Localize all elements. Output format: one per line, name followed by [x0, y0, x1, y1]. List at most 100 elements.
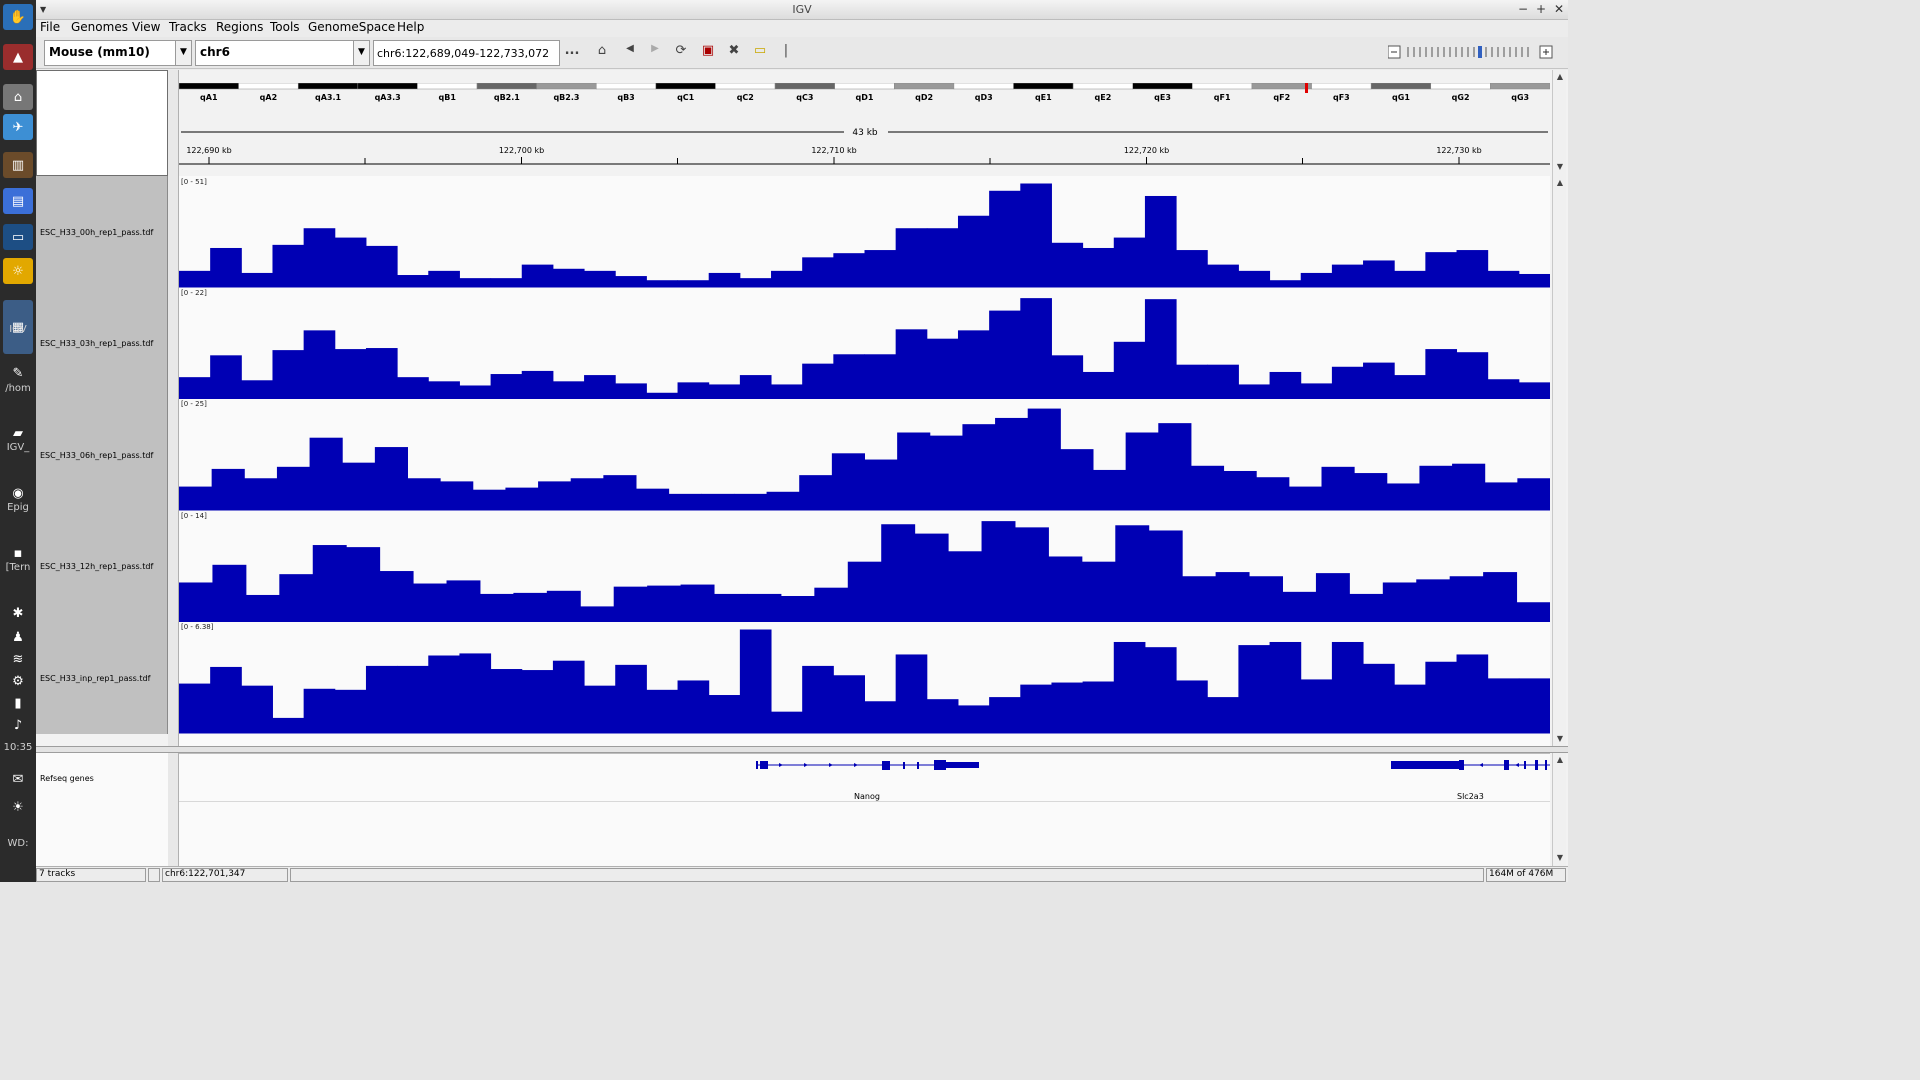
genome-dropdown[interactable]: Mouse (mm10) ▼ — [44, 40, 192, 66]
ideogram-band[interactable] — [417, 83, 478, 90]
chevron-down-icon[interactable]: ▼ — [175, 41, 191, 65]
ideogram-band[interactable] — [1311, 83, 1372, 90]
screen-icon[interactable]: ▭ — [3, 224, 33, 250]
menu-file[interactable]: File — [40, 20, 61, 34]
menu-genomes[interactable]: Genomes — [71, 20, 128, 34]
bluetooth-icon[interactable]: ✱ — [12, 605, 24, 621]
signal-bar — [1223, 470, 1257, 511]
signal-bar — [1048, 556, 1083, 622]
menu-view[interactable]: View — [132, 20, 161, 34]
zoom-slider[interactable] — [1388, 44, 1556, 62]
track-name[interactable]: ESC_H33_06h_rep1_pass.tdf — [40, 451, 154, 460]
gene-label-slc2a3[interactable]: Slc2a3 — [1457, 792, 1484, 801]
ideogram-band[interactable] — [1132, 83, 1193, 90]
close-icon[interactable]: ✕ — [1554, 2, 1565, 16]
editor-icon[interactable]: ✎ — [12, 365, 24, 381]
menu-genomespace[interactable]: GenomeSpace — [308, 20, 396, 34]
ideogram-band[interactable] — [1251, 83, 1312, 90]
ideogram-band[interactable] — [1013, 83, 1074, 90]
ideogram-band[interactable] — [1430, 83, 1491, 90]
weather-icon[interactable]: ☀ — [12, 799, 24, 815]
home-icon[interactable]: ⌂ — [3, 84, 33, 110]
data-scrollbar[interactable]: ▲ ▼ — [1552, 176, 1566, 746]
roi-icon[interactable]: | — [783, 43, 789, 58]
ideogram-band[interactable] — [596, 83, 657, 90]
ideogram-band[interactable] — [1072, 83, 1133, 90]
name-panel-divider[interactable] — [168, 70, 179, 866]
ideogram-band[interactable] — [1192, 83, 1253, 90]
scroll-up-icon[interactable]: ▲ — [1556, 755, 1564, 764]
ideogram-band[interactable] — [715, 83, 776, 90]
menu-regions[interactable]: Regions — [216, 20, 264, 34]
resize-icon[interactable]: ✖ — [728, 43, 740, 58]
ideogram-band[interactable] — [297, 83, 359, 90]
feature-track-name[interactable]: Refseq genes — [40, 774, 94, 783]
wifi-icon[interactable]: ≋ — [12, 651, 24, 667]
signal-tracks[interactable] — [179, 176, 1550, 746]
scroll-down-icon[interactable]: ▼ — [1556, 162, 1564, 171]
ideogram-band-label: qG3 — [1511, 93, 1529, 102]
header-scrollbar[interactable]: ▲ ▼ — [1552, 70, 1566, 176]
plane-icon[interactable]: ✈ — [3, 114, 33, 140]
feature-panel[interactable]: Nanog Slc2a3 — [179, 753, 1550, 866]
back-icon[interactable]: ◀ — [626, 43, 634, 54]
ideogram-band[interactable] — [655, 83, 716, 90]
chromosome-dropdown[interactable]: chr6 ▼ — [195, 40, 370, 66]
data-panel[interactable]: [0 - 51] [0 - 22] [0 - 25] [0 - 14] [0 -… — [179, 176, 1550, 746]
battery-icon[interactable]: ▮ — [14, 695, 22, 711]
scroll-up-icon[interactable]: ▲ — [1556, 72, 1564, 81]
panel-separator[interactable] — [36, 746, 1568, 753]
menu-tools[interactable]: Tools — [270, 20, 300, 34]
launcher-icon[interactable]: ✋ — [3, 4, 33, 30]
signal-bar — [1425, 661, 1458, 734]
gene-label-nanog[interactable]: Nanog — [854, 792, 880, 801]
scroll-down-icon[interactable]: ▼ — [1556, 734, 1564, 743]
scroll-up-icon[interactable]: ▲ — [1556, 178, 1564, 187]
more-button[interactable]: ... — [564, 43, 580, 58]
region-navigator-icon[interactable]: ▣ — [701, 43, 715, 58]
app-icon[interactable]: ▲ — [3, 44, 33, 70]
ideogram-band[interactable] — [536, 83, 597, 90]
user-icon[interactable]: ♟ — [12, 629, 24, 645]
ideogram-band[interactable] — [1370, 83, 1432, 90]
ideogram-band[interactable] — [953, 83, 1014, 90]
menu-tracks[interactable]: Tracks — [169, 20, 207, 34]
ideogram-band[interactable] — [894, 83, 955, 90]
feature-scrollbar[interactable]: ▲ ▼ — [1552, 753, 1566, 866]
settings-icon[interactable]: ⚙ — [12, 673, 24, 689]
track-name[interactable]: ESC_H33_03h_rep1_pass.tdf — [40, 339, 154, 348]
ideogram-band[interactable] — [1490, 83, 1550, 90]
refresh-icon[interactable]: ⟳ — [675, 43, 687, 58]
ideogram-band[interactable] — [774, 83, 835, 90]
minimize-icon[interactable]: − — [1518, 2, 1529, 16]
chevron-down-icon[interactable]: ▼ — [353, 41, 369, 65]
folder-icon[interactable]: ▰ — [13, 425, 23, 441]
menu-help[interactable]: Help — [397, 20, 425, 34]
lightbulb-icon[interactable]: ☼ — [3, 258, 33, 284]
chrome-icon[interactable]: ◉ — [12, 485, 24, 501]
scroll-down-icon[interactable]: ▼ — [1556, 853, 1564, 862]
track-name[interactable]: ESC_H33_00h_rep1_pass.tdf — [40, 228, 154, 237]
ideogram-band[interactable] — [476, 83, 537, 90]
ideogram-band[interactable] — [834, 83, 895, 90]
ideogram-band[interactable] — [238, 83, 299, 90]
track-name[interactable]: ESC_H33_inp_rep1_pass.tdf — [40, 674, 151, 683]
gene-models[interactable] — [179, 754, 1550, 814]
chromosome-ideogram[interactable]: qA1 qA2 qA3.1 qA3.3 qB1 qB2.1 qB2.3 qB3 qC1 qC2 qC… — [179, 83, 1550, 105]
home-icon[interactable]: ⌂ — [597, 43, 607, 58]
window-menu-icon[interactable]: ▼ — [40, 5, 47, 14]
ideogram-band[interactable] — [179, 83, 239, 90]
maximize-icon[interactable]: + — [1536, 2, 1547, 16]
igv-task-button[interactable]: ▦ — [3, 300, 33, 354]
mail-icon[interactable]: ✉ — [12, 771, 24, 787]
locus-input[interactable]: chr6:122,689,049-122,733,072 — [373, 40, 560, 66]
track-name[interactable]: ESC_H33_12h_rep1_pass.tdf — [40, 562, 154, 571]
books-icon[interactable]: ▥ — [3, 152, 33, 178]
volume-icon[interactable]: ♪ — [13, 717, 23, 733]
ideogram-band[interactable] — [357, 83, 418, 90]
ruler[interactable]: 43 kb 122,690 kb 122,700 kb 122,710 kb 122,7… — [179, 122, 1550, 166]
popup-info-icon[interactable]: ▭ — [753, 43, 767, 58]
document-icon[interactable]: ▤ — [3, 188, 33, 214]
terminal-icon[interactable]: ▪ — [13, 545, 23, 561]
forward-icon[interactable]: ▶ — [651, 43, 659, 54]
